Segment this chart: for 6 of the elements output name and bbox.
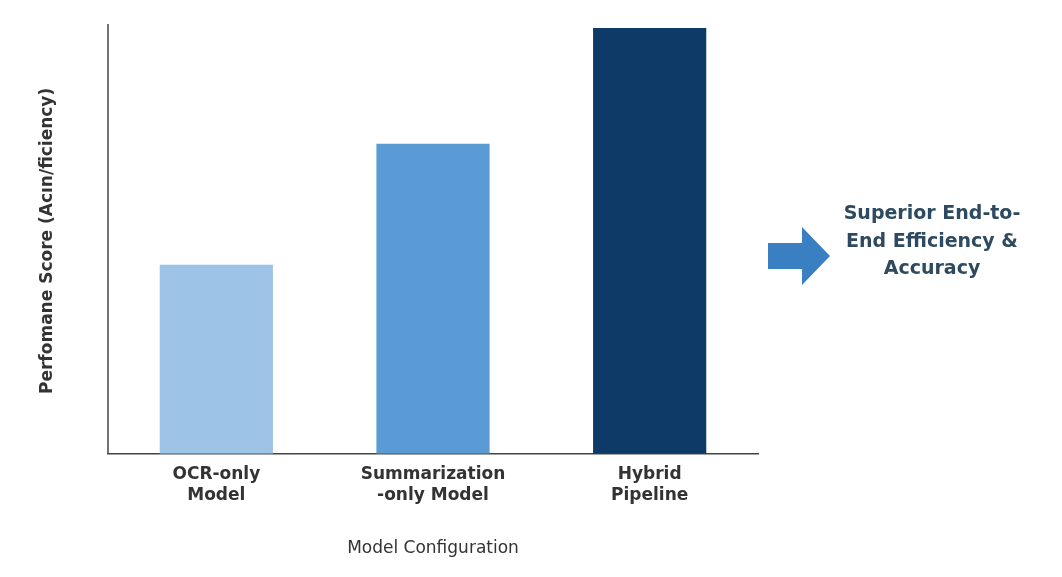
x-axis-title: Model Configuration bbox=[347, 537, 519, 558]
text: Superior End-to-End Efficiency & Accuracy bbox=[842, 200, 1022, 281]
y-axis-title: Perfomane Score (Acın/ficiency) bbox=[36, 87, 57, 395]
x-tick-label: Summarization -only Model bbox=[360, 463, 506, 504]
x-tick-label: Hybrid Pipeline bbox=[611, 463, 689, 504]
x-tick-label: OCR-only Model bbox=[172, 463, 261, 504]
